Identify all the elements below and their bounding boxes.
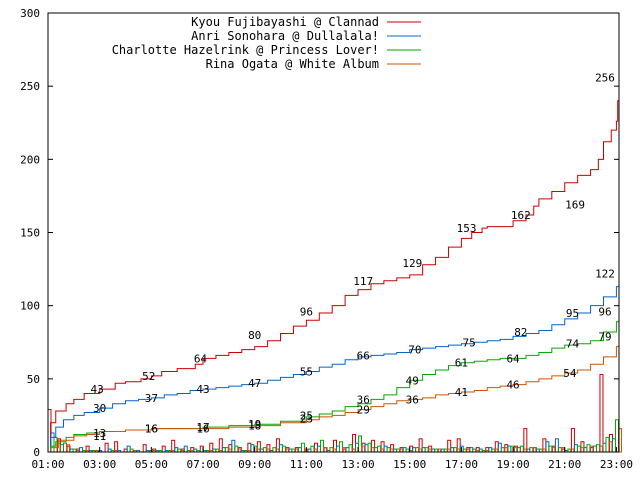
x-tick-label: 19:00: [497, 458, 530, 471]
data-label: 16: [196, 423, 209, 436]
x-tick-label: 21:00: [548, 458, 581, 471]
y-tick-label: 100: [20, 300, 40, 313]
data-label: 153: [457, 222, 477, 235]
legend-label: Kyou Fujibayashi @ Clannad: [191, 15, 379, 29]
y-tick-label: 250: [20, 80, 40, 93]
axes-layer: 0 50 100 150 200 250 300 01:00 03:00 05:00 07:00 09…: [20, 7, 633, 471]
histogram-bar: [589, 445, 594, 453]
x-tick-label: 15:00: [393, 458, 426, 471]
histogram-bar: [598, 445, 603, 453]
histogram-bar: [608, 441, 613, 453]
x-tick-label: 03:00: [83, 458, 116, 471]
histogram-bar: [370, 447, 375, 453]
data-label: 46: [506, 379, 519, 392]
data-label: 122: [595, 267, 615, 280]
data-label: 36: [406, 393, 419, 406]
data-label: 49: [406, 374, 419, 387]
data-label: 129: [402, 257, 422, 270]
data-label: 117: [353, 275, 373, 288]
histogram-bar: [532, 447, 537, 453]
histogram-bar: [579, 447, 584, 453]
data-label: 47: [248, 377, 261, 390]
x-tick-label: 17:00: [445, 458, 478, 471]
data-label: 37: [145, 392, 158, 405]
data-label: 13: [93, 427, 106, 440]
data-label: 16: [145, 423, 158, 436]
data-label: 70: [408, 344, 421, 357]
histogram-bar: [322, 447, 327, 453]
data-label: 162: [511, 209, 531, 222]
x-tick-label: 01:00: [31, 458, 64, 471]
data-label: 16: [145, 423, 158, 436]
y-tick-label: 200: [20, 153, 40, 166]
data-label: 80: [248, 329, 261, 342]
data-label: 55: [300, 366, 313, 379]
series-line-4: [48, 336, 620, 453]
x-tick-label: 07:00: [186, 458, 219, 471]
plot-frame: [47, 12, 620, 453]
series-line-2: [48, 273, 620, 453]
x-tick-label: 23:00: [600, 458, 633, 471]
data-label: 64: [506, 352, 520, 365]
x-tick-label: 09:00: [238, 458, 271, 471]
histogram-bar: [599, 373, 604, 453]
legend-label: Charlotte Hazelrink @ Princess Lover!: [112, 43, 379, 57]
x-tick-label: 11:00: [290, 458, 323, 471]
data-label: 96: [598, 306, 611, 319]
data-label: 43: [90, 383, 103, 396]
histogram-bar: [617, 428, 622, 453]
histogram-bar: [361, 445, 366, 453]
histogram-bar: [551, 447, 556, 453]
data-label-layer: 43 52 64 80 96 117 129 153 162 169 256 30 37 43 47 55 66…: [90, 71, 614, 443]
data-label: 64: [194, 352, 208, 365]
data-label: 25: [300, 409, 313, 422]
data-label: 30: [93, 402, 106, 415]
y-tick-label: 0: [33, 446, 40, 459]
data-label: 11: [93, 430, 106, 443]
data-label: 66: [357, 349, 370, 362]
data-label: 79: [598, 330, 611, 343]
data-label: 82: [514, 326, 527, 339]
data-label: 95: [566, 307, 579, 320]
data-label: 256: [595, 71, 615, 84]
x-tick-label: 13:00: [341, 458, 374, 471]
legend-label: Rina Ogata @ White Album: [206, 57, 379, 71]
histogram-bar: [523, 428, 528, 453]
x-tick-label: 05:00: [135, 458, 168, 471]
data-label: 17: [196, 421, 209, 434]
data-label: 36: [357, 393, 370, 406]
data-label: 54: [563, 367, 577, 380]
data-label: 41: [455, 386, 468, 399]
legend-label: Anri Sonohara @ Dullalala!: [191, 29, 379, 43]
y-tick-label: 150: [20, 227, 40, 240]
data-label: 52: [142, 370, 155, 383]
histogram-bar: [513, 447, 518, 453]
data-label: 43: [196, 383, 209, 396]
data-label: 18: [248, 420, 261, 433]
series-line-1: [48, 77, 620, 453]
data-label: 74: [566, 338, 580, 351]
y-tick-label: 50: [27, 373, 40, 386]
histogram-bar: [342, 447, 346, 453]
bar-layer: [47, 373, 622, 453]
data-label: 61: [455, 357, 468, 370]
data-label: 75: [463, 336, 476, 349]
data-label: 96: [300, 306, 313, 319]
data-label: 169: [565, 199, 585, 212]
histogram-bar: [560, 447, 565, 453]
data-label: 23: [300, 412, 313, 425]
data-label: 29: [357, 404, 370, 417]
data-label: 19: [248, 418, 261, 431]
histogram-bar: [503, 447, 508, 453]
y-tick-label: 300: [20, 7, 40, 20]
line-layer: [48, 77, 620, 453]
